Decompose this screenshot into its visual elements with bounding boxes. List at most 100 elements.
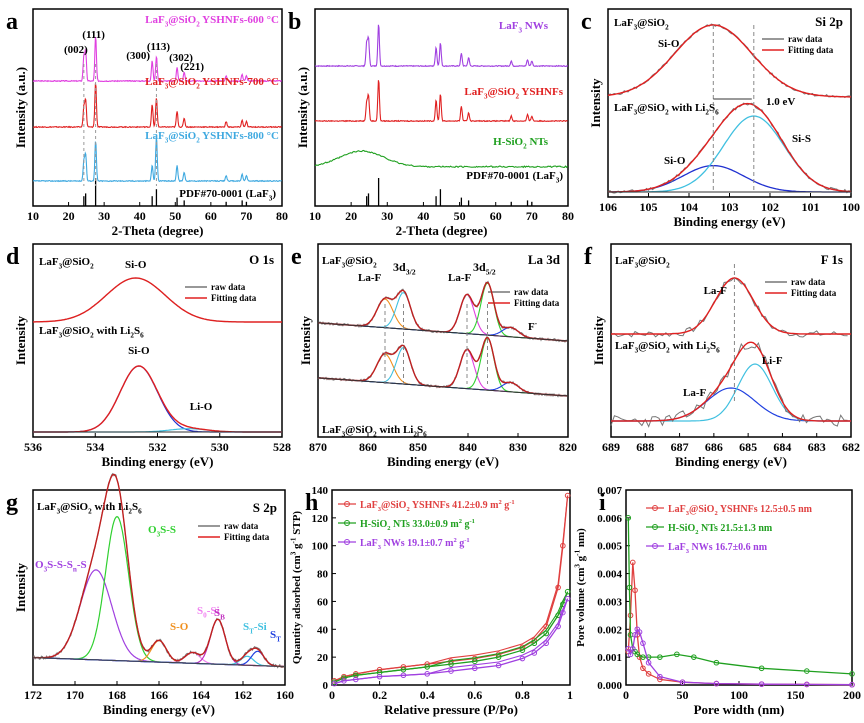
x-tick-label: 100: [730, 688, 748, 702]
label-part: 2: [90, 262, 94, 270]
x-tick-label: 104: [680, 200, 698, 214]
label-part: 5/2: [486, 268, 496, 277]
label-part: NWs: [381, 538, 407, 549]
label-part: STP): [291, 511, 303, 538]
label-part: @SiO: [168, 130, 196, 142]
label-part: 12.5±0.5 nm: [760, 504, 813, 515]
x-tick-label: 689: [602, 440, 620, 454]
x-tick-label: 50: [454, 209, 466, 223]
panel-c: 106 105 104 103 102 101 100 Binding energy (eV)…: [581, 8, 860, 229]
label-part: LaF: [464, 86, 484, 98]
label-part: @SiO: [381, 500, 407, 511]
label-part: 3: [342, 261, 346, 269]
y-tick-label: 0.003: [597, 596, 622, 608]
label-part: -: [535, 320, 538, 328]
x-tick-label: 70: [526, 209, 538, 223]
label-part: Pore volume (cm: [575, 568, 587, 647]
component-line: [317, 353, 567, 397]
x-tick-label: 40: [417, 209, 429, 223]
data-point: [679, 679, 686, 686]
panel-letter: a: [6, 9, 18, 35]
legend-raw-label: raw data: [791, 277, 826, 287]
component-line: [33, 365, 282, 433]
label-part: n: [73, 565, 77, 573]
data-point: [555, 584, 561, 591]
background-line: [317, 377, 569, 397]
y-axis-label: Quantity adsorbed (cm3 g-1 STP): [290, 511, 303, 664]
label-part: T: [249, 627, 254, 635]
peak-label: Si-O: [658, 38, 680, 50]
fit-line: [611, 277, 851, 335]
legend-label: LaF3@SiO2 YSHNFs 41.2±0.9 m2 g-1: [360, 499, 515, 513]
label-part: LaF: [145, 130, 165, 142]
x-tick-label: 682: [842, 440, 860, 454]
x-tick-label: 170: [66, 688, 84, 702]
label-part: O: [35, 559, 44, 571]
sample-label: LaF3@SiO2 with Li2S6: [322, 424, 427, 438]
fit-line: [33, 365, 282, 433]
x-tick-label: 534: [86, 440, 104, 454]
y-axis-label: Pore volume (cm3 g-1 nm): [574, 528, 587, 647]
data-point: [636, 629, 643, 635]
data-point: [448, 668, 454, 674]
series-label: LaF3 NWs: [499, 20, 549, 34]
label-part: S: [710, 340, 716, 352]
x-tick-label: 20: [63, 209, 75, 223]
label-part: S: [243, 621, 249, 633]
peak-label: S0-Si: [197, 605, 220, 619]
label-part: S: [417, 424, 423, 436]
xrd-pattern-line: [314, 80, 568, 123]
data-point: [626, 584, 633, 591]
x-tick-label: 20: [345, 209, 357, 223]
x-axis-label: Binding energy (eV): [102, 454, 214, 469]
label-part: with Li: [669, 102, 706, 114]
label-part: YSHNFs: [718, 504, 760, 515]
data-point: [632, 587, 638, 594]
peak-label: La-F: [358, 272, 382, 284]
label-part: 41.2±0.9 m: [452, 500, 499, 511]
x-tick-label: 172: [24, 688, 42, 702]
data-point: [400, 666, 407, 673]
hkl-label: (113): [147, 41, 171, 53]
sample-label: LaF3@SiO2: [322, 255, 377, 269]
x-tick-label: 80: [562, 209, 574, 223]
hkl-label: (221): [180, 61, 204, 73]
x-tick-label: 102: [761, 200, 779, 214]
peak-label: Li-F: [762, 355, 783, 367]
hkl-label: (302): [169, 52, 193, 64]
label-part: 2: [523, 142, 527, 150]
legend-marker: [344, 539, 350, 545]
peak-label: La-F: [448, 272, 472, 284]
label-part: ): [272, 188, 276, 200]
label-part: NTs: [527, 136, 549, 148]
x-tick-label: 30: [381, 209, 393, 223]
data-point: [519, 647, 526, 653]
y-tick-label: 100: [312, 541, 329, 553]
label-part: 2: [413, 430, 417, 438]
label-part: @SiO: [638, 340, 666, 352]
fit-line: [608, 102, 852, 193]
legend-marker: [344, 501, 350, 507]
pdf-label: PDF#70-0001 (LaF3): [179, 188, 276, 202]
label-part: 6: [138, 507, 142, 515]
data-point: [531, 650, 538, 656]
label-part: 3/2: [406, 268, 416, 277]
label-part: 2: [196, 136, 200, 144]
x-tick-label: 683: [808, 440, 826, 454]
legend-raw-label: raw data: [224, 521, 259, 531]
x-tick-label: 0.8: [515, 688, 530, 702]
x-tick-label: 106: [599, 200, 617, 214]
label-part: 2: [88, 507, 92, 515]
data-point: [519, 655, 526, 662]
data-point: [758, 665, 765, 672]
data-point: [674, 651, 680, 658]
data-point: [849, 671, 855, 677]
panel-letter: g: [6, 490, 18, 516]
label-part: -1: [290, 537, 298, 543]
label-part: ): [559, 170, 563, 182]
data-point: [560, 542, 566, 549]
sample-label: LaF3@SiO2: [39, 256, 94, 270]
label-part: g: [457, 538, 465, 549]
label-part: LaF: [322, 255, 342, 267]
raw-data-line: [317, 335, 568, 398]
